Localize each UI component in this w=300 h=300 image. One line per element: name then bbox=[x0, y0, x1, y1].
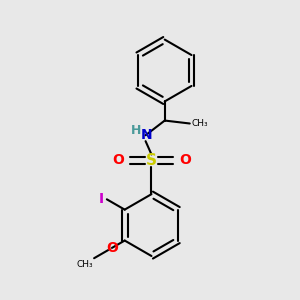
Text: N: N bbox=[141, 128, 153, 142]
Text: I: I bbox=[99, 192, 104, 206]
Text: H: H bbox=[131, 124, 141, 137]
Text: O: O bbox=[112, 153, 124, 167]
Text: O: O bbox=[106, 241, 118, 255]
Text: O: O bbox=[179, 153, 191, 167]
Text: CH₃: CH₃ bbox=[191, 119, 208, 128]
Text: CH₃: CH₃ bbox=[76, 260, 93, 269]
Text: S: S bbox=[146, 153, 157, 168]
